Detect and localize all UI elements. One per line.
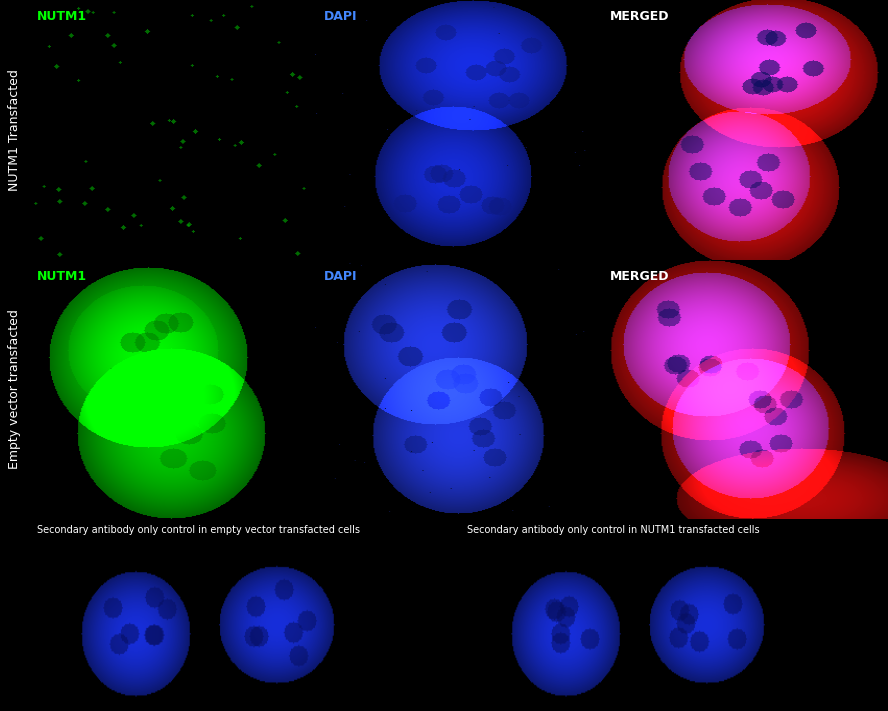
Text: Secondary antibody only control in empty vector transfacted cells: Secondary antibody only control in empty… <box>37 525 360 535</box>
Text: Empty vector transfacted: Empty vector transfacted <box>8 309 20 469</box>
Text: DAPI: DAPI <box>323 11 357 23</box>
Text: DAPI: DAPI <box>323 270 357 283</box>
Text: MERGED: MERGED <box>610 270 670 283</box>
Text: Secondary antibody only control in NUTM1 transfacted cells: Secondary antibody only control in NUTM1… <box>467 525 759 535</box>
Text: NUTM1: NUTM1 <box>37 270 87 283</box>
Text: NUTM1 Transfacted: NUTM1 Transfacted <box>8 69 20 191</box>
Text: MERGED: MERGED <box>610 11 670 23</box>
Text: NUTM1: NUTM1 <box>37 11 87 23</box>
